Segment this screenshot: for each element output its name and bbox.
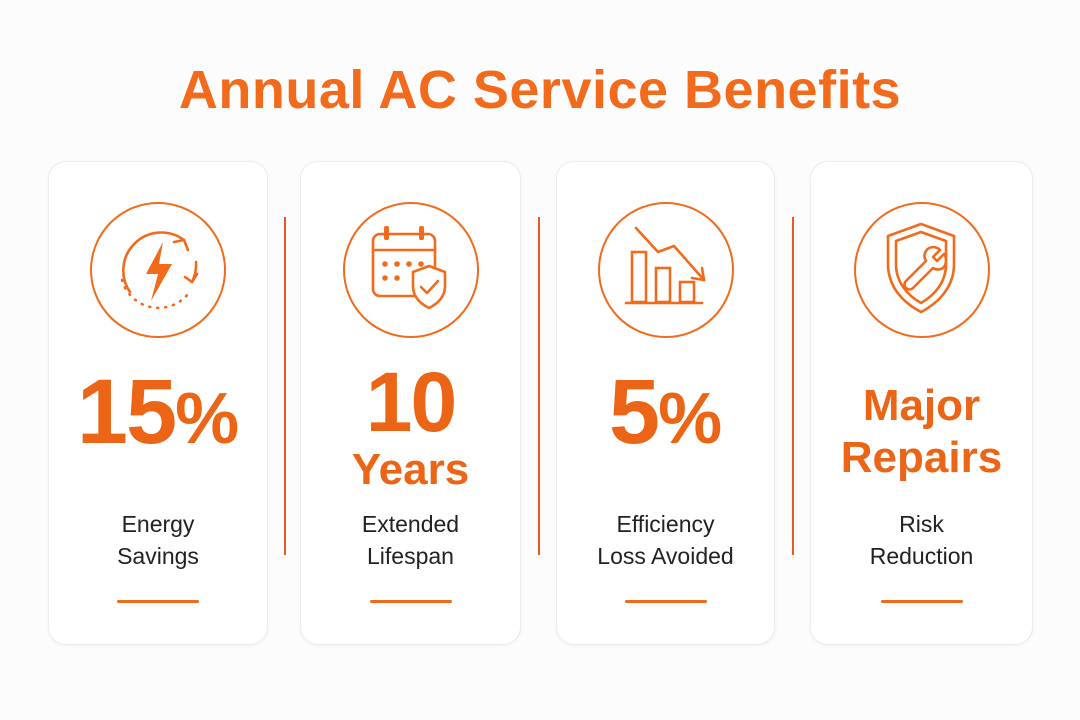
benefit-card-repairs: Major Repairs Risk Reduction <box>810 161 1033 645</box>
page-title: Annual AC Service Benefits <box>178 60 902 120</box>
accent-underline <box>624 600 707 603</box>
stat-label: Extended Lifespan <box>361 511 460 569</box>
benefit-card-energy: 15% Energy Savings <box>48 161 268 645</box>
stat-value: 10 <box>365 355 457 449</box>
benefit-card-efficiency: 5% Efficiency Loss Avoided <box>556 161 775 645</box>
divider <box>792 217 794 555</box>
stat-unit: Years <box>351 445 470 494</box>
declining-bar-chart-icon <box>624 226 705 305</box>
stat-label: Energy Savings <box>117 511 199 569</box>
accent-underline <box>369 600 452 603</box>
benefit-card-lifespan: 10 Years Extended Lifespan <box>300 161 521 645</box>
calendar-shield-icon <box>371 226 446 310</box>
stat-label: Efficiency Loss Avoided <box>597 511 734 569</box>
divider <box>538 217 540 555</box>
icon-circle <box>90 202 226 338</box>
icon-circle <box>342 202 479 338</box>
shield-wrench-icon <box>886 222 955 314</box>
accent-underline <box>117 600 199 603</box>
stat-value: Major Repairs <box>840 381 1003 482</box>
stat-value: 15% <box>76 361 240 463</box>
lightning-cycle-icon <box>120 231 199 310</box>
stat-value: 5% <box>608 361 723 463</box>
divider <box>284 217 286 555</box>
stat-label: Risk Reduction <box>869 511 974 569</box>
icon-circle <box>853 202 990 338</box>
icon-circle <box>597 202 734 338</box>
accent-underline <box>880 600 963 603</box>
